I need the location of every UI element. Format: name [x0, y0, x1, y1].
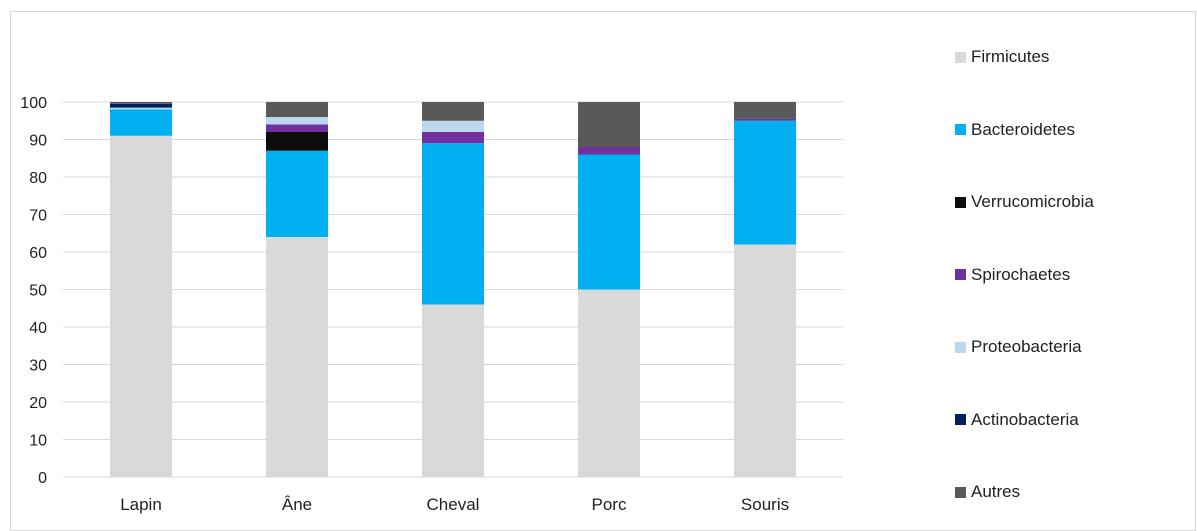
- y-tick-label: 50: [29, 283, 47, 300]
- bar-segment-firmicutes-lapin: [110, 135, 172, 477]
- bar-segment-firmicutes-âne: [266, 237, 328, 477]
- legend-item-spirochaetes: Spirochaetes: [955, 263, 1070, 287]
- legend-item-verrucomicrobia: Verrucomicrobia: [955, 190, 1094, 214]
- bar-segment-proteobacteria-âne: [266, 117, 328, 125]
- bar-segment-verrucomicrobia-âne: [266, 132, 328, 151]
- stacked-bar-chart: 0 10 20 30 40 50 60 70 80 90 100 Lapin Âne Cheval Porc…: [20, 95, 843, 514]
- legend-label: Firmicutes: [971, 47, 1050, 66]
- y-tick-label: 40: [29, 320, 47, 337]
- x-tick-label: Lapin: [120, 495, 162, 514]
- bar-segment-spirochaetes-cheval: [422, 132, 484, 144]
- chart-frame: 0 10 20 30 40 50 60 70 80 90 100 Lapin Âne Cheval Porc…: [10, 11, 1196, 531]
- legend-label: Spirochaetes: [971, 264, 1071, 284]
- legend-item-bacteroidetes: Bacteroidetes: [955, 118, 1075, 142]
- bar-segment-firmicutes-cheval: [422, 304, 484, 477]
- legend-item-proteobacteria: Proteobacteria: [955, 335, 1082, 359]
- y-tick-label: 20: [29, 395, 47, 412]
- bar-segment-bacteroidetes-âne: [266, 150, 328, 237]
- bar-segment-proteobacteria-cheval: [422, 120, 484, 132]
- legend-item-firmicutes: Firmicutes: [955, 45, 1049, 69]
- legend-label: Verrucomicrobia: [971, 192, 1094, 211]
- y-tick-label: 0: [38, 470, 47, 487]
- legend-label: Actinobacteria: [971, 409, 1079, 429]
- bar-segment-firmicutes-souris: [734, 244, 796, 477]
- bar-segment-proteobacteria-lapin: [110, 107, 172, 110]
- legend-swatch: [955, 414, 966, 425]
- legend-swatch: [955, 124, 966, 135]
- bar-segment-spirochaetes-souris: [734, 118, 796, 121]
- x-tick-label: Souris: [741, 495, 789, 514]
- x-tick-label: Âne: [282, 495, 312, 514]
- bar-segment-spirochaetes-âne: [266, 124, 328, 132]
- legend-swatch: [955, 269, 966, 280]
- bar-segment-firmicutes-porc: [578, 289, 640, 477]
- bar-segment-autres-porc: [578, 102, 640, 147]
- legend-item-autres: Autres: [955, 480, 1020, 504]
- x-tick-label: Porc: [592, 495, 627, 514]
- bar-segment-autres-lapin: [110, 102, 172, 104]
- bar-segment-bacteroidetes-porc: [578, 154, 640, 290]
- x-tick-label: Cheval: [427, 495, 480, 514]
- y-tick-label: 90: [29, 133, 47, 150]
- bar-segment-bacteroidetes-lapin: [110, 109, 172, 136]
- legend-swatch: [955, 51, 966, 63]
- bar-segment-spirochaetes-porc: [578, 147, 640, 155]
- legend-swatch: [955, 341, 966, 353]
- legend-label: Autres: [971, 482, 1021, 501]
- y-tick-label: 60: [29, 245, 47, 262]
- y-tick-label: 70: [29, 208, 47, 225]
- legend-swatch: [955, 196, 966, 208]
- bar-segment-autres-souris: [734, 102, 796, 119]
- y-tick-label: 100: [20, 95, 47, 112]
- bar-segment-actinobacteria-lapin: [110, 103, 172, 108]
- legend-label: Proteobacteria: [971, 337, 1082, 356]
- y-tick-label: 80: [29, 170, 47, 187]
- bar-segment-bacteroidetes-souris: [734, 120, 796, 245]
- y-tick-label: 10: [29, 433, 47, 450]
- bar-segment-autres-âne: [266, 102, 328, 117]
- legend-swatch: [955, 486, 966, 498]
- bar-segment-bacteroidetes-cheval: [422, 143, 484, 305]
- bar-segment-autres-cheval: [422, 102, 484, 121]
- legend-item-actinobacteria: Actinobacteria: [955, 408, 1079, 432]
- y-tick-label: 30: [29, 358, 47, 375]
- legend-label: Bacteroidetes: [971, 119, 1075, 139]
